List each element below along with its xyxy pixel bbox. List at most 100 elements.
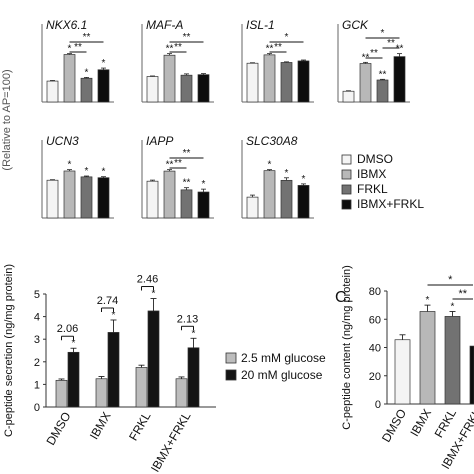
bar-ibmx: [163, 54, 176, 103]
panel-title: IAPP: [146, 134, 173, 148]
y-axis-label: C-peptide secretion (ng/mg protein): [3, 264, 15, 437]
significance-star: *: [302, 174, 306, 185]
panel-isl-1: ISL-1** ***: [241, 18, 314, 103]
bar-low-glucose: [55, 379, 68, 408]
bar-ibmx-frkl: [97, 177, 110, 219]
bar-frkl: [280, 179, 293, 219]
bar-dmso: [342, 90, 355, 103]
x-category-label: IBMX: [407, 407, 434, 439]
bar-dmso: [146, 76, 159, 103]
bar-ibmx: [419, 311, 436, 405]
bar-dmso: [46, 80, 59, 103]
bar-frkl: [376, 79, 389, 103]
bracket-label: **: [370, 48, 378, 59]
panel-title: NKX6.1: [46, 18, 87, 32]
significance-star: *: [152, 289, 156, 300]
legend-label: 20 mM glucose: [241, 368, 323, 382]
legend-label: FRKL: [357, 182, 388, 196]
significance-star: **: [166, 44, 174, 55]
bar-ibmx-frkl: [97, 69, 110, 103]
panel-iapp: IAPP**** *****: [141, 134, 214, 219]
bar-high-glucose: [107, 332, 120, 408]
bar-ibmx-frkl: [197, 191, 210, 219]
c-peptide-content-chart: 0 20 40 60 80 C-peptide content (ng/mg protei…: [341, 265, 474, 472]
y-tick-label: 20: [369, 371, 381, 383]
panel-slc30a8: SLC30A8 * * *: [241, 134, 314, 219]
bar-frkl: [80, 77, 93, 103]
bracket-label: *: [381, 28, 385, 39]
bar-ibmx-frkl: [297, 185, 310, 219]
legend-swatch: [341, 154, 352, 165]
significance-star: *: [68, 44, 72, 55]
significance-star: *: [68, 160, 72, 171]
bracket-label: **: [183, 148, 191, 159]
x-category-label: IBMX: [87, 410, 114, 442]
significance-star: **: [266, 44, 274, 55]
bracket-label: **: [274, 42, 282, 53]
bar-low-glucose: [175, 378, 188, 408]
bracket-label: **: [174, 42, 182, 53]
panel-c-letter: C.: [335, 289, 351, 306]
bracket-label: *: [285, 32, 289, 43]
significance-star: *: [102, 167, 106, 178]
bar-frkl: [180, 74, 193, 103]
x-category-label: FRKL: [126, 409, 154, 443]
significance-star: *: [85, 67, 89, 78]
panel-title: UCN3: [46, 134, 79, 148]
bracket-label: **: [183, 32, 191, 43]
significance-star: **: [379, 69, 387, 80]
bar-dmso: [246, 62, 259, 103]
bar-frkl: [80, 176, 93, 219]
gene-expression-panels: NKX6.1*******MAF-A** ****ISL-1** ***GCK***…: [41, 18, 410, 219]
y-axis-label: C-peptide content (ng/mg protein): [341, 265, 353, 429]
fold-change-label: 2.06: [57, 323, 78, 335]
bar-low-glucose: [95, 378, 108, 408]
fold-change-label: 2.13: [177, 313, 198, 325]
panel-title: SLC30A8: [246, 134, 298, 148]
y-tick-label: 5: [34, 289, 40, 301]
significance-star: *: [451, 301, 455, 312]
bar-dmso: [46, 179, 59, 219]
bracket-label: **: [387, 38, 395, 49]
legend-swatch: [341, 184, 352, 195]
bracket-label: **: [458, 288, 467, 300]
top-y-axis-label: (Relative to AP=100): [1, 69, 13, 170]
y-tick-label: 60: [369, 314, 381, 326]
legend-swatch: [225, 369, 237, 381]
bar-frkl: [180, 189, 193, 219]
significance-star: *: [202, 179, 206, 190]
y-tick-label: 80: [369, 286, 381, 298]
bar-ibmx-frkl: [469, 345, 474, 405]
bar-ibmx: [359, 63, 372, 103]
c-peptide-secretion-chart: 0 1 2 3 4 5 C-peptide secretion (ng/mg protein…: [3, 264, 326, 474]
bar-high-glucose: [187, 347, 200, 408]
bar-high-glucose: [147, 310, 160, 408]
bar-ibmx: [63, 54, 76, 103]
significance-star: *: [85, 166, 89, 177]
bracket-label: *: [448, 274, 453, 286]
bar-frkl: [280, 62, 293, 103]
bar-ibmx-frkl: [297, 60, 310, 103]
y-tick-label: 4: [34, 312, 40, 324]
bar-dmso: [146, 180, 159, 219]
bar-dmso: [394, 339, 411, 405]
legend-label: 2.5 mM glucose: [241, 351, 326, 365]
significance-star: **: [166, 160, 174, 171]
bar-ibmx: [163, 170, 176, 219]
legend-swatch: [341, 169, 352, 180]
y-tick-label: 2: [34, 357, 40, 369]
bracket-label: **: [74, 42, 82, 53]
bar-ibmx-frkl: [393, 56, 406, 103]
bar-ibmx: [263, 170, 276, 219]
bracket-label: **: [174, 158, 182, 169]
bar-high-glucose: [67, 351, 80, 408]
legend-swatch: [225, 352, 237, 364]
legend-label: IBMX: [357, 167, 386, 181]
panel-title: ISL-1: [246, 18, 275, 32]
panel-maf-a: MAF-A** ****: [141, 18, 214, 103]
panel-nkx6-1: NKX6.1*******: [41, 18, 114, 103]
panel-title: GCK: [342, 18, 369, 32]
fold-change-label: 2.74: [97, 295, 118, 307]
